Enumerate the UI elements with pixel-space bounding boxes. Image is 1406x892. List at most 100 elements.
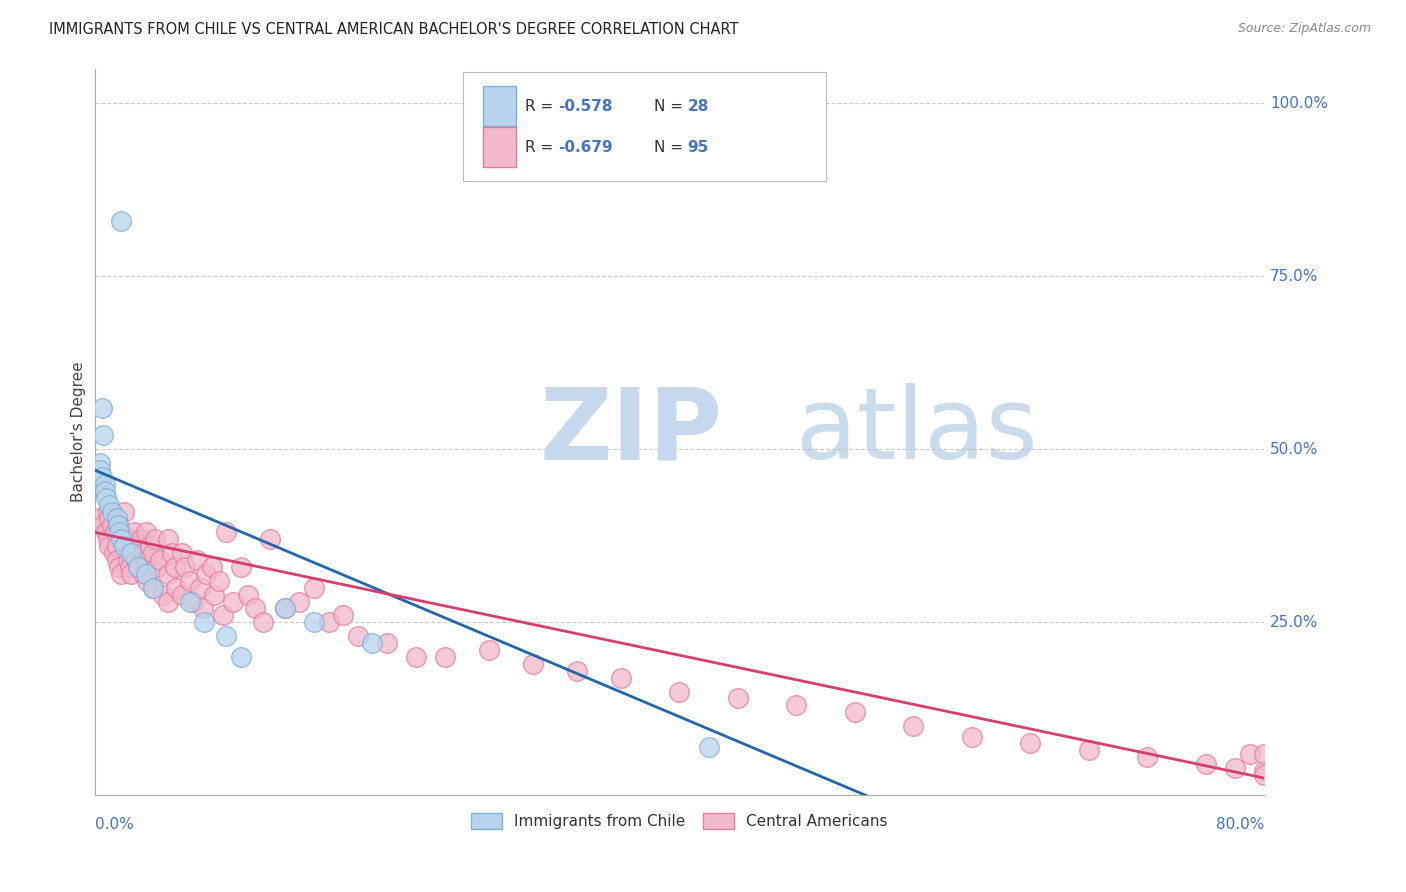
Point — [215, 629, 238, 643]
Text: N =: N = — [654, 139, 688, 154]
Point — [108, 560, 131, 574]
Point — [131, 533, 153, 547]
Text: R =: R = — [524, 99, 558, 114]
Point — [110, 214, 132, 228]
Point — [136, 574, 159, 588]
FancyBboxPatch shape — [463, 72, 825, 181]
Point — [188, 581, 211, 595]
Point — [478, 643, 501, 657]
Point — [1253, 747, 1275, 761]
Text: -0.578: -0.578 — [558, 99, 612, 114]
Point — [172, 546, 194, 560]
Point — [134, 546, 156, 560]
Point — [727, 691, 749, 706]
Point — [434, 649, 457, 664]
Text: 75.0%: 75.0% — [1270, 268, 1319, 284]
Point — [135, 566, 157, 581]
Text: 50.0%: 50.0% — [1270, 442, 1319, 457]
Point — [110, 533, 132, 547]
Point — [124, 553, 146, 567]
Point — [565, 664, 588, 678]
Point — [163, 560, 186, 574]
Point — [97, 533, 120, 547]
Point — [960, 730, 983, 744]
Text: 0.0%: 0.0% — [94, 817, 134, 832]
Text: N =: N = — [654, 99, 688, 114]
Point — [668, 684, 690, 698]
FancyBboxPatch shape — [482, 87, 516, 127]
Point — [288, 594, 311, 608]
Text: IMMIGRANTS FROM CHILE VS CENTRAL AMERICAN BACHELOR'S DEGREE CORRELATION CHART: IMMIGRANTS FROM CHILE VS CENTRAL AMERICA… — [49, 22, 738, 37]
Point — [1253, 767, 1275, 781]
Y-axis label: Bachelor's Degree: Bachelor's Degree — [72, 361, 86, 502]
Point — [117, 553, 139, 567]
Point — [104, 525, 127, 540]
Point — [127, 560, 149, 574]
Point — [229, 649, 252, 664]
Point — [89, 463, 111, 477]
Point — [215, 525, 238, 540]
Point — [94, 476, 117, 491]
Point — [142, 581, 165, 595]
Point — [97, 505, 120, 519]
Point — [156, 566, 179, 581]
Text: 25.0%: 25.0% — [1270, 615, 1319, 630]
Point — [112, 539, 135, 553]
Point — [90, 401, 112, 415]
Point — [105, 553, 128, 567]
Point — [105, 539, 128, 553]
Point — [903, 719, 925, 733]
Point — [252, 615, 274, 630]
Point — [179, 594, 201, 608]
Point — [181, 594, 204, 608]
Point — [105, 511, 128, 525]
Point — [127, 539, 149, 553]
Point — [89, 511, 111, 525]
Point — [146, 560, 169, 574]
Point — [165, 581, 187, 595]
Point — [332, 608, 354, 623]
Point — [142, 546, 165, 560]
Text: atlas: atlas — [796, 384, 1038, 481]
Point — [844, 706, 866, 720]
Point — [103, 546, 125, 560]
Point — [93, 518, 115, 533]
Point — [112, 533, 135, 547]
Point — [375, 636, 398, 650]
Point — [98, 511, 121, 525]
Point — [204, 588, 226, 602]
Point — [245, 601, 267, 615]
Point — [120, 546, 142, 560]
Text: ZIP: ZIP — [538, 384, 721, 481]
Point — [179, 574, 201, 588]
Point — [1239, 747, 1261, 761]
Point — [610, 671, 633, 685]
Point — [1253, 764, 1275, 779]
Point — [156, 533, 179, 547]
Point — [93, 428, 115, 442]
Point — [121, 546, 143, 560]
Point — [785, 698, 807, 713]
Point — [229, 560, 252, 574]
Point — [94, 483, 117, 498]
Point — [152, 588, 174, 602]
Point — [98, 539, 121, 553]
Point — [191, 601, 214, 615]
Point — [112, 505, 135, 519]
Point — [115, 539, 138, 553]
Point — [1195, 757, 1218, 772]
Point — [174, 560, 197, 574]
Point — [135, 525, 157, 540]
Point — [186, 553, 208, 567]
Point — [156, 594, 179, 608]
Point — [194, 566, 217, 581]
Point — [697, 739, 720, 754]
Text: -0.679: -0.679 — [558, 139, 613, 154]
Text: R =: R = — [524, 139, 558, 154]
Text: 100.0%: 100.0% — [1270, 95, 1329, 111]
Point — [405, 649, 427, 664]
Point — [118, 560, 141, 574]
Point — [122, 525, 145, 540]
Point — [302, 615, 325, 630]
Text: Source: ZipAtlas.com: Source: ZipAtlas.com — [1237, 22, 1371, 36]
